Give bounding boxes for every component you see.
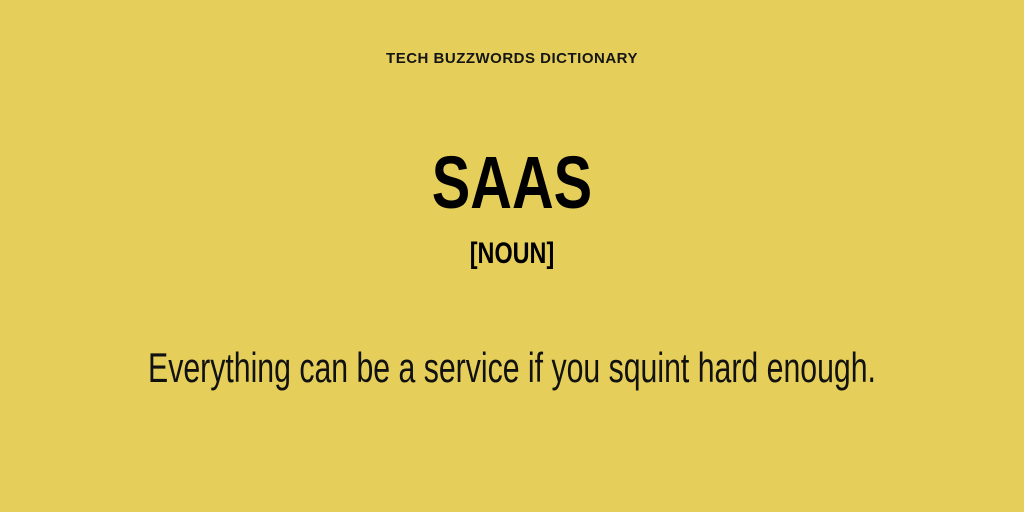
dictionary-title: TECH BUZZWORDS DICTIONARY [386, 50, 638, 67]
term-heading: SAAS [431, 141, 593, 224]
definition-text: Everything can be a service if you squin… [148, 344, 876, 391]
part-of-speech: [NOUN] [469, 237, 555, 270]
